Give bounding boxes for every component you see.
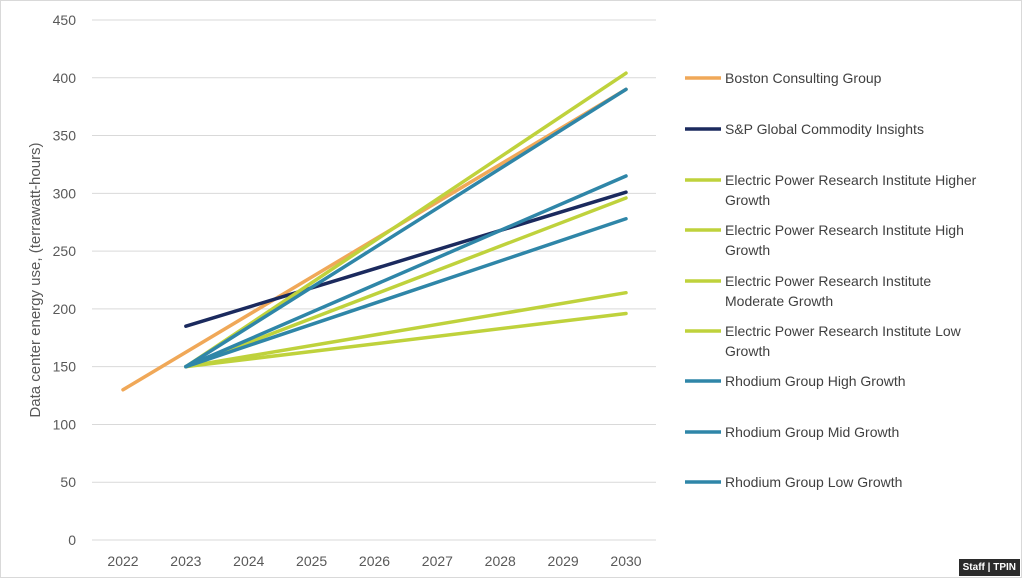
x-tick-label: 2023 (170, 553, 201, 569)
series-line (184, 87, 628, 369)
y-axis-ticks: 0 50 100 150 200 250 300 350 400 450 (53, 12, 77, 548)
legend-item: Electric Power Research Institute High Gr… (685, 222, 964, 258)
legend-item: Electric Power Research Institute Higher… (685, 172, 977, 208)
legend-item: Electric Power Research Institute Low Gro… (685, 323, 962, 359)
y-tick-label: 350 (53, 128, 77, 144)
legend-label: Electric Power Research Institute Higher… (725, 172, 977, 208)
legend-item: Electric Power Research Institute Moderat… (685, 273, 931, 309)
legend-item: S&P Global Commodity Insights (685, 121, 924, 137)
legend-label: Electric Power Research Institute Low Gro… (725, 323, 962, 359)
series-line (184, 71, 628, 369)
photo-credit: Staff | TPIN (958, 559, 1020, 576)
x-tick-label: 2029 (548, 553, 579, 569)
y-tick-label: 0 (68, 532, 76, 548)
y-tick-label: 450 (53, 12, 77, 28)
series-line (184, 196, 628, 369)
x-tick-label: 2027 (422, 553, 453, 569)
legend-item: Rhodium Group Low Growth (685, 474, 902, 490)
y-tick-label: 100 (53, 416, 77, 432)
y-tick-label: 200 (53, 301, 77, 317)
y-tick-label: 150 (53, 359, 77, 375)
series-line (184, 311, 628, 369)
legend-label: Electric Power Research Institute High Gr… (725, 222, 964, 258)
legend: Boston Consulting Group S&P Global Commod… (685, 70, 977, 490)
series-line (184, 290, 628, 369)
series-line (184, 217, 628, 369)
legend-label: S&P Global Commodity Insights (725, 121, 924, 137)
legend-label: Rhodium Group High Growth (725, 373, 906, 389)
legend-label: Rhodium Group Mid Growth (725, 424, 899, 440)
y-tick-label: 50 (60, 474, 76, 490)
series-line (184, 190, 628, 328)
series-line (184, 174, 628, 369)
gridlines (92, 19, 656, 541)
legend-item: Rhodium Group Mid Growth (685, 424, 899, 440)
y-tick-label: 300 (53, 185, 77, 201)
legend-label: Electric Power Research Institute Moderat… (725, 273, 931, 309)
legend-item: Rhodium Group High Growth (685, 373, 906, 389)
x-axis-ticks: 2022 2023 2024 2025 2026 2027 2028 2029 2030 (107, 553, 641, 569)
x-tick-label: 2024 (233, 553, 264, 569)
legend-item: Boston Consulting Group (685, 70, 882, 86)
y-axis-label: Data center energy use, (terrawatt-hours… (27, 142, 44, 417)
x-tick-label: 2025 (296, 553, 327, 569)
x-tick-label: 2028 (485, 553, 516, 569)
legend-label: Boston Consulting Group (725, 70, 882, 86)
series-lines (121, 71, 628, 392)
x-tick-label: 2022 (107, 553, 138, 569)
y-tick-label: 250 (53, 243, 77, 259)
x-tick-label: 2030 (610, 553, 641, 569)
y-tick-label: 400 (53, 70, 77, 86)
x-tick-label: 2026 (359, 553, 390, 569)
legend-label: Rhodium Group Low Growth (725, 474, 902, 490)
